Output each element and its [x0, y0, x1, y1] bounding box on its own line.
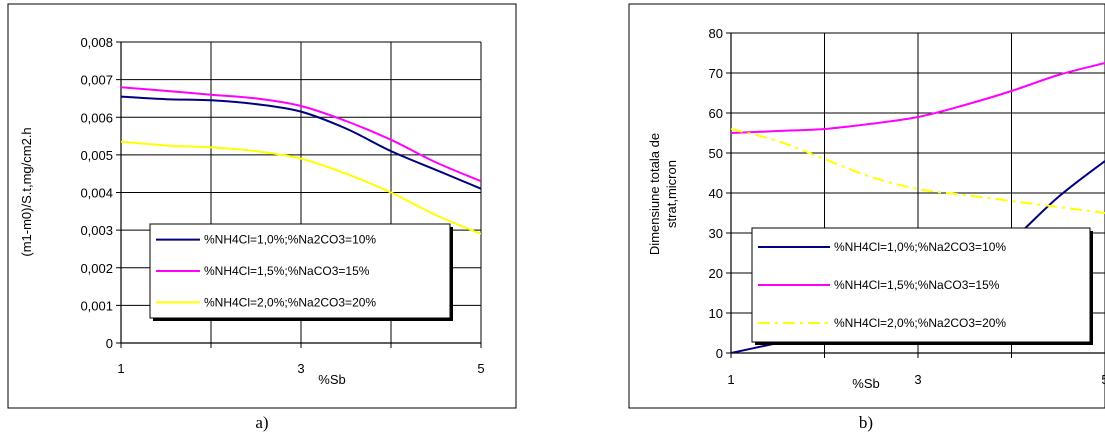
y-tick-label: 40 — [709, 186, 723, 201]
y-axis-label: (m1-m0)/S.t,mg/cm2.h — [19, 127, 34, 256]
y-tick-label: 50 — [709, 146, 723, 161]
series-group — [121, 86, 481, 235]
y-tick-label: 0,008 — [80, 35, 113, 50]
y-tick-label: 0,004 — [80, 186, 113, 201]
x-tick-label: 1 — [117, 361, 124, 376]
x-axis-label: %Sb — [852, 376, 879, 391]
y-tick-label: 20 — [709, 266, 723, 281]
series-line-2 — [731, 62, 1105, 134]
y-tick-label: 0,005 — [80, 148, 113, 163]
y-axis-label: Dimensiune totala de strat,micron — [647, 133, 679, 255]
chart-b: 0 10 20 30 40 50 60 70 80 1 3 5 %Sb Dimensiune totala… — [647, 26, 1105, 391]
legend-label-3: %NH4Cl=2,0%;%Na2CO3=20% — [834, 316, 1006, 330]
y-tick-label: 0,006 — [80, 110, 113, 125]
caption-a: a) — [255, 413, 268, 432]
y-tick-label: 0,002 — [80, 261, 113, 276]
x-tick-label: 1 — [727, 372, 734, 387]
y-tick-label: 0,007 — [80, 73, 113, 88]
y-tick-label: 10 — [709, 306, 723, 321]
y-tick-label: 60 — [709, 106, 723, 121]
y-tick-label: 0 — [106, 336, 113, 351]
x-tick-label: 5 — [1101, 372, 1105, 387]
legend-label-2: %NH4Cl=1,5%;%NaCO3=15% — [204, 264, 370, 278]
x-tick-label: 3 — [914, 372, 921, 387]
legend-label-1: %NH4Cl=1,0%;%Na2CO3=10% — [834, 240, 1006, 254]
x-tick-label: 3 — [297, 361, 304, 376]
legend-label-2: %NH4Cl=1,5%;%NaCO3=15% — [834, 278, 1000, 292]
y-tick-label: 0,003 — [80, 223, 113, 238]
chart-a-frame — [7, 3, 517, 409]
x-tick-label: 5 — [477, 361, 484, 376]
chart-b-frame — [628, 3, 1105, 409]
series-line-1 — [121, 95, 481, 190]
legend-label-1: %NH4Cl=1,0%;%Na2CO3=10% — [204, 233, 376, 247]
y-axis-label-line: Dimensiune totala de — [647, 133, 662, 255]
y-tick-label: 0,001 — [80, 298, 113, 313]
y-tick-label: 70 — [709, 66, 723, 81]
y-tick-label: 0 — [716, 346, 723, 361]
caption-b: b) — [859, 413, 873, 432]
series-line-2 — [121, 86, 481, 183]
x-axis-label: %Sb — [318, 372, 345, 387]
chart-a: 0 0,001 0,002 0,003 0,004 0,005 0,006 0,007 0,00… — [19, 35, 485, 387]
y-tick-label: 80 — [709, 26, 723, 41]
y-axis-label-line: strat,micron — [664, 160, 679, 228]
legend-label-3: %NH4Cl=2,0%;%Na2CO3=20% — [204, 295, 376, 309]
y-tick-label: 30 — [709, 226, 723, 241]
series-line-3 — [121, 140, 481, 235]
